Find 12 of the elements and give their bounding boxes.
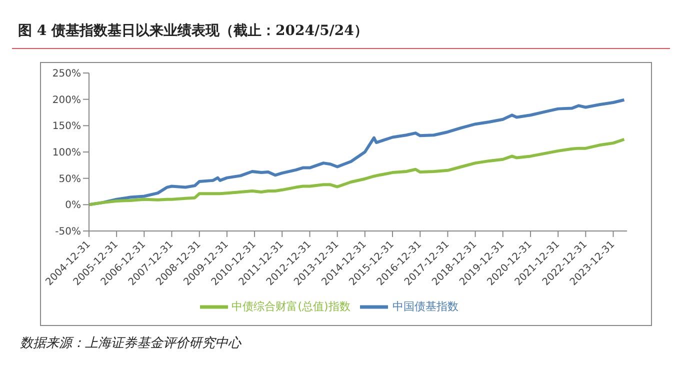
legend-label: 中国债基指数 <box>392 300 458 314</box>
y-tick-label: 150% <box>52 121 81 132</box>
line-series <box>89 138 626 206</box>
legend-label: 中债综合财富(总值)指数 <box>232 300 350 314</box>
source-note: 数据来源：上海证券基金评价研究中心 <box>20 335 241 352</box>
chart-title: 图 4 债基指数基日以来业绩表现（截止：2024/5/24） <box>18 22 368 40</box>
y-tick-label: 250% <box>52 68 81 80</box>
y-tick-label: -50% <box>55 226 81 238</box>
y-tick-label: 100% <box>52 148 81 159</box>
y-tick-label: 50% <box>58 174 81 185</box>
y-tick-label: 0% <box>65 200 81 212</box>
y-tick-label: 200% <box>52 94 81 106</box>
